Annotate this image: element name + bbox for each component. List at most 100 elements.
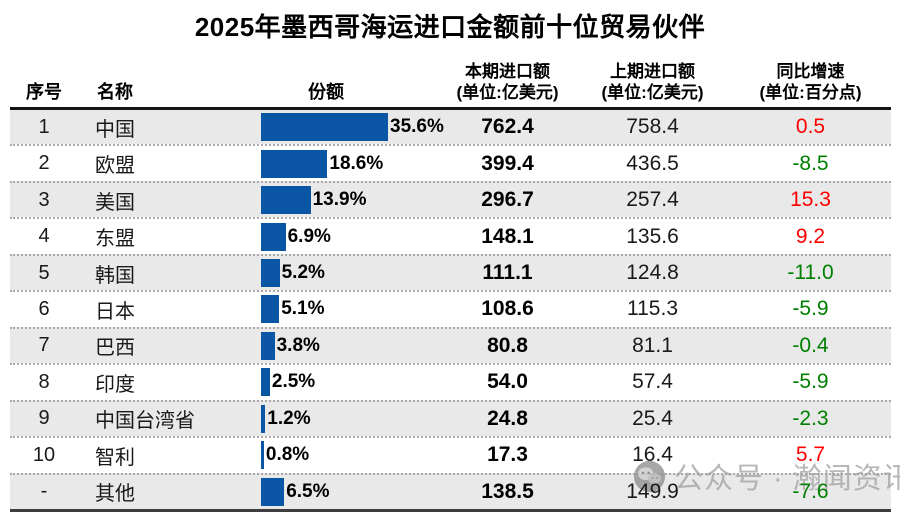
previous-import-cell: 57.4: [632, 370, 673, 394]
share-label: 35.6%: [390, 116, 444, 138]
share-label: 5.1%: [281, 298, 325, 320]
column-header-growth: 同比增速 (单位:百分点): [759, 61, 862, 103]
share-cell: 13.9%: [258, 183, 440, 217]
partner-name-cell: 智利: [95, 446, 135, 469]
table-row: 5 韩国 5.2% 111.1 124.8 -11.0: [10, 253, 891, 291]
current-import-cell: 17.3: [487, 443, 528, 467]
current-import-cell: 111.1: [482, 261, 533, 285]
share-cell: 6.9%: [258, 219, 440, 253]
current-import-cell: 296.7: [481, 188, 534, 212]
table-row: 3 美国 13.9% 296.7 257.4 15.3: [10, 180, 891, 218]
current-import-cell: 762.4: [481, 115, 534, 139]
share-bar: [261, 222, 286, 251]
share-label: 1.2%: [267, 407, 311, 429]
current-import-cell: 138.5: [481, 479, 534, 503]
growth-cell: -2.3: [792, 406, 829, 430]
partner-name-cell: 巴西: [95, 337, 135, 360]
previous-import-cell: 115.3: [627, 297, 678, 321]
growth-cell: 15.3: [790, 188, 831, 212]
table-row: 9 中国台湾省 1.2% 24.8 25.4 -2.3: [10, 399, 891, 437]
previous-import-cell: 16.4: [632, 443, 673, 467]
previous-import-cell: 758.4: [626, 115, 679, 139]
partner-name-cell: 其他: [95, 483, 135, 506]
rank-cell: 6: [38, 297, 50, 320]
previous-import-cell: 135.6: [626, 224, 679, 248]
share-label: 6.5%: [286, 480, 330, 502]
current-import-cell: 108.6: [481, 297, 534, 321]
rank-cell: 8: [38, 370, 50, 393]
share-cell: 5.1%: [258, 292, 440, 326]
current-import-cell: 80.8: [487, 333, 528, 357]
current-import-cell: 399.4: [481, 151, 534, 175]
table-row: 6 日本 5.1% 108.6 115.3 -5.9: [10, 290, 891, 327]
share-bar: [261, 149, 328, 178]
growth-cell: -11.0: [787, 261, 834, 285]
table-row: 8 印度 2.5% 54.0 57.4 -5.9: [10, 363, 891, 400]
share-label: 18.6%: [329, 152, 384, 174]
share-bar: [261, 186, 311, 215]
current-import-cell: 24.8: [487, 406, 528, 430]
rank-cell: -: [40, 480, 48, 503]
current-import-cell: 148.1: [481, 224, 534, 248]
share-bar: [261, 441, 264, 470]
previous-import-cell: 81.1: [632, 333, 673, 357]
partner-name-cell: 日本: [95, 300, 135, 323]
table-row: 4 东盟 6.9% 148.1 135.6 9.2: [10, 217, 891, 254]
rank-cell: 10: [32, 443, 56, 466]
share-cell: 1.2%: [258, 402, 440, 436]
share-cell: 5.2%: [258, 256, 440, 290]
share-bar: [261, 259, 280, 288]
growth-cell: -5.9: [792, 370, 829, 394]
share-label: 5.2%: [281, 262, 325, 284]
partner-name-cell: 中国: [95, 118, 135, 141]
growth-cell: 5.7: [795, 443, 826, 467]
previous-import-cell: 124.8: [626, 261, 679, 285]
growth-cell: 0.5: [795, 115, 826, 139]
page-title: 2025年墨西哥海运进口金额前十位贸易伙伴: [194, 12, 706, 42]
previous-import-cell: 436.5: [626, 151, 679, 175]
growth-cell: -7.6: [792, 479, 829, 503]
share-cell: 3.8%: [258, 329, 440, 363]
rank-cell: 2: [38, 152, 50, 175]
share-label: 2.5%: [271, 371, 316, 393]
partner-name-cell: 中国台湾省: [95, 410, 195, 433]
column-header-current: 本期进口额 (单位:亿美元): [456, 61, 559, 103]
share-label: 13.9%: [312, 189, 367, 211]
share-cell: 35.6%: [258, 110, 444, 144]
table-row: 2 欧盟 18.6% 399.4 436.5 -8.5: [10, 144, 891, 181]
share-bar: [261, 477, 285, 506]
rank-cell: 4: [38, 225, 50, 248]
partner-name-cell: 欧盟: [95, 155, 135, 178]
column-header-share: 份额: [308, 82, 344, 102]
previous-import-cell: 25.4: [632, 406, 673, 430]
share-label: 3.8%: [276, 334, 320, 356]
rank-cell: 7: [38, 334, 50, 357]
rank-cell: 9: [38, 407, 50, 430]
share-cell: 0.8%: [258, 438, 440, 472]
share-cell: 2.5%: [258, 365, 440, 399]
column-header-seq: 序号: [26, 82, 62, 102]
partner-name-cell: 美国: [95, 191, 135, 214]
trade-partners-table: 序号 名称 份额 本期进口额 (单位:亿美元) 上期进口额 (单位:亿美元) 同…: [10, 40, 891, 512]
table-header: 序号 名称 份额 本期进口额 (单位:亿美元) 上期进口额 (单位:亿美元) 同…: [10, 40, 891, 110]
share-bar: [261, 331, 275, 360]
share-label: 0.8%: [265, 444, 310, 466]
growth-cell: 9.2: [795, 224, 826, 248]
growth-cell: -0.4: [792, 333, 829, 357]
share-label: 6.9%: [287, 225, 331, 247]
table-row: 10 智利 0.8% 17.3 16.4 5.7: [10, 436, 891, 473]
previous-import-cell: 257.4: [626, 188, 679, 212]
column-header-name: 名称: [97, 82, 133, 102]
share-cell: 6.5%: [258, 475, 440, 509]
table-row: - 其他 6.5% 138.5 149.9 -7.6: [10, 472, 891, 509]
growth-cell: -5.9: [792, 297, 829, 321]
table-row: 1 中国 35.6% 762.4 758.4 0.5: [10, 110, 891, 145]
table-body: 1 中国 35.6% 762.4 758.4 0.5 2 欧盟 18.6% 399.4 436.5 -…: [10, 110, 891, 512]
share-bar: [261, 113, 388, 142]
partner-name-cell: 韩国: [95, 264, 135, 287]
table-row: 7 巴西 3.8% 80.8 81.1 -0.4: [10, 326, 891, 364]
current-import-cell: 54.0: [487, 370, 528, 394]
rank-cell: 5: [38, 261, 50, 284]
share-bar: [261, 404, 266, 433]
